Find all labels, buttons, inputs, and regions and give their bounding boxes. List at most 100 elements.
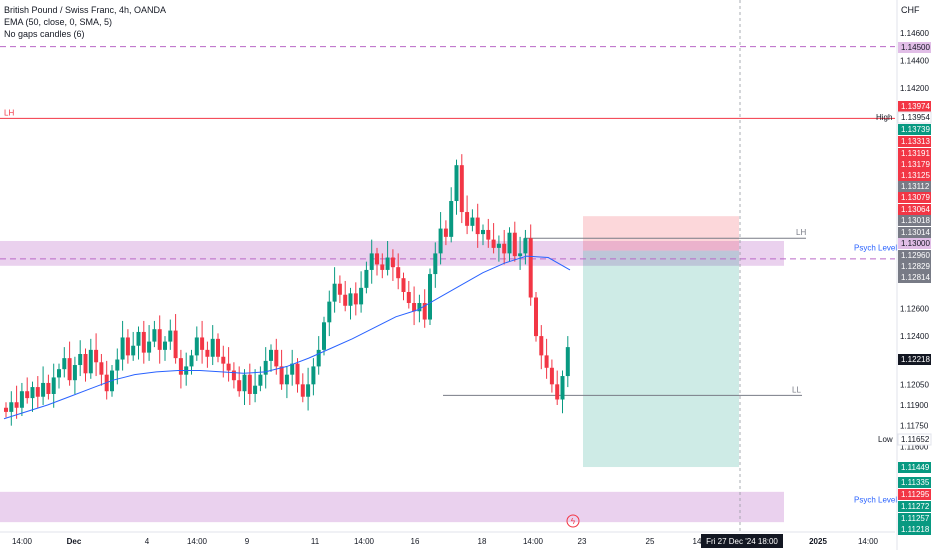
- candle-body: [496, 243, 501, 248]
- candle-body: [67, 358, 72, 381]
- price-badge[interactable]: [897, 111, 932, 124]
- x-tick-label: 16: [411, 537, 420, 546]
- y-tick-label: 1.14400: [900, 56, 929, 65]
- price-badge-text: 1.12829: [901, 262, 930, 271]
- candle-body: [226, 363, 231, 371]
- candle-body: [359, 287, 364, 305]
- candle-body: [375, 253, 379, 265]
- price-badge-text: 1.14500: [901, 43, 930, 52]
- price-badge[interactable]: [898, 215, 931, 226]
- events-icon[interactable]: [566, 514, 580, 528]
- candle-body: [491, 239, 496, 248]
- candle-body: [295, 363, 300, 385]
- price-badge[interactable]: [898, 477, 931, 488]
- candle-body: [311, 366, 316, 385]
- take-profit-zone[interactable]: [583, 250, 739, 468]
- x-tick-label: 2025: [809, 537, 827, 546]
- candle-body: [51, 377, 56, 394]
- candle-body: [337, 283, 342, 295]
- price-badge-text: 1.13014: [901, 228, 930, 237]
- price-badge[interactable]: [898, 501, 931, 512]
- crosshair-x-label: Fri 27 Dec '24 18:00: [706, 537, 778, 546]
- price-badge[interactable]: [898, 159, 931, 170]
- x-tick-label: 4: [145, 537, 150, 546]
- candle-body: [380, 264, 385, 270]
- candle-body: [401, 278, 406, 292]
- price-badge[interactable]: [898, 170, 931, 181]
- price-badge-text: 1.13974: [901, 102, 930, 111]
- price-badge[interactable]: [898, 148, 931, 159]
- x-tick-label: 18: [478, 537, 487, 546]
- price-badge-text: 1.13018: [901, 216, 930, 225]
- price-badge[interactable]: [898, 192, 931, 203]
- price-badge[interactable]: [898, 227, 931, 238]
- crosshair-x-badge: [701, 534, 783, 548]
- price-badge-text: 1.12218: [901, 355, 930, 364]
- candle-body: [173, 330, 178, 359]
- x-tick-label: Dec: [67, 537, 82, 546]
- price-badge[interactable]: [898, 272, 931, 283]
- stop-loss-zone[interactable]: [583, 216, 739, 251]
- candle-body: [353, 293, 358, 305]
- x-tick-label: 14:00: [354, 537, 375, 546]
- y-tick-label: 1.14200: [900, 84, 929, 93]
- candle-body: [200, 337, 205, 350]
- price-badge[interactable]: [898, 513, 931, 524]
- candle-body: [523, 238, 528, 254]
- candle-body: [237, 380, 242, 392]
- candle-body: [274, 349, 279, 367]
- candle-body: [269, 349, 273, 361]
- price-badge-text: 1.13191: [901, 149, 930, 158]
- x-tick-label: 25: [646, 537, 655, 546]
- candle-body: [443, 228, 448, 237]
- candle-body: [475, 217, 480, 235]
- candle-body: [141, 331, 146, 353]
- x-tick-label: 14:00: [858, 537, 879, 546]
- candle-body: [486, 229, 491, 240]
- price-badge[interactable]: [898, 462, 931, 473]
- price-badge[interactable]: [898, 101, 931, 112]
- candle-body: [41, 382, 46, 397]
- price-badge[interactable]: [898, 354, 931, 365]
- candle-body: [327, 301, 332, 323]
- candle-body: [417, 303, 422, 312]
- candle-body: [9, 402, 14, 412]
- price-badge[interactable]: [898, 124, 931, 135]
- candle-body: [216, 338, 220, 357]
- x-tick-label: 23: [578, 537, 587, 546]
- currency-label[interactable]: CHF: [901, 5, 920, 15]
- price-badge[interactable]: [898, 261, 931, 272]
- candle-body: [189, 355, 194, 367]
- price-badge[interactable]: [898, 181, 931, 192]
- price-badge[interactable]: [898, 524, 931, 535]
- price-badge[interactable]: [898, 238, 931, 249]
- price-badge[interactable]: [898, 489, 931, 500]
- candle-body: [247, 374, 252, 394]
- ema-line[interactable]: [3, 255, 571, 420]
- price-badge[interactable]: [898, 42, 931, 53]
- x-tick-label: 14:00: [12, 537, 33, 546]
- price-badge[interactable]: [898, 136, 931, 147]
- price-badge-text: 1.13739: [901, 125, 930, 134]
- price-badge[interactable]: [898, 204, 931, 215]
- y-tick-label: 1.12400: [900, 332, 929, 341]
- candle-body: [94, 349, 99, 363]
- candle-body: [433, 253, 438, 275]
- candle-body: [136, 331, 141, 346]
- price-badge-text: 1.11218: [901, 525, 930, 534]
- candle-body: [369, 253, 374, 270]
- price-badge[interactable]: [897, 433, 932, 446]
- ema-indicator-label[interactable]: EMA (50, close, 0, SMA, 5): [4, 17, 113, 27]
- price-badge[interactable]: [898, 250, 931, 261]
- lightning-icon: ϟ: [571, 517, 576, 526]
- candle-body: [544, 355, 549, 368]
- candle-body: [253, 385, 258, 394]
- candle-body: [147, 341, 152, 353]
- psych-zone-1: [0, 491, 784, 523]
- candle-body: [449, 201, 454, 237]
- no-gaps-option-label[interactable]: No gaps candles (6): [4, 29, 85, 39]
- candle-body: [438, 228, 443, 254]
- candle-body: [157, 329, 162, 350]
- candle-body: [88, 349, 93, 374]
